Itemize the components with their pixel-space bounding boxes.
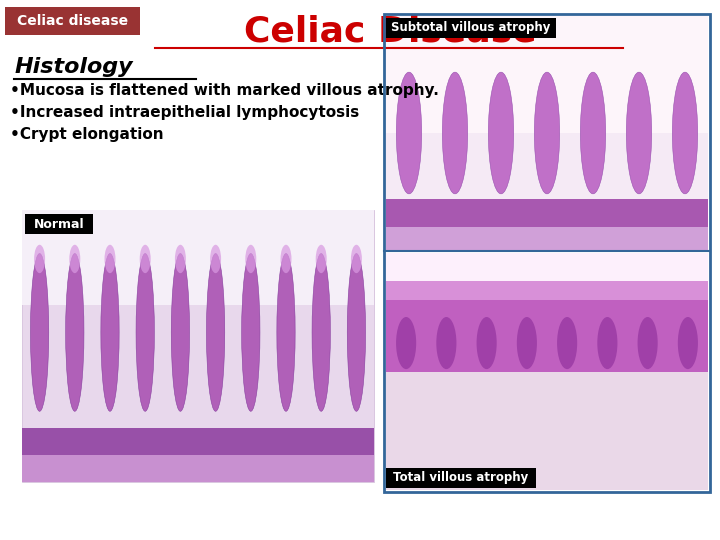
FancyBboxPatch shape	[25, 214, 93, 234]
FancyBboxPatch shape	[386, 199, 708, 250]
Ellipse shape	[30, 253, 49, 411]
Ellipse shape	[534, 72, 559, 194]
Ellipse shape	[140, 245, 150, 273]
Text: •Increased intraepithelial lymphocytosis: •Increased intraepithelial lymphocytosis	[10, 105, 359, 119]
Ellipse shape	[396, 72, 422, 194]
FancyBboxPatch shape	[386, 468, 536, 488]
Text: Subtotal villous atrophy: Subtotal villous atrophy	[391, 22, 551, 35]
Ellipse shape	[171, 253, 189, 411]
Ellipse shape	[517, 317, 537, 369]
Ellipse shape	[69, 245, 81, 273]
Ellipse shape	[626, 72, 652, 194]
Ellipse shape	[242, 253, 260, 411]
Ellipse shape	[34, 245, 45, 273]
FancyBboxPatch shape	[386, 16, 708, 133]
Text: Normal: Normal	[34, 218, 84, 231]
Ellipse shape	[312, 253, 330, 411]
FancyBboxPatch shape	[22, 428, 374, 482]
FancyBboxPatch shape	[386, 18, 556, 38]
Ellipse shape	[557, 317, 577, 369]
Ellipse shape	[580, 72, 606, 194]
FancyBboxPatch shape	[386, 16, 708, 250]
Text: Celiac Disease: Celiac Disease	[243, 15, 536, 49]
FancyBboxPatch shape	[5, 7, 140, 35]
Ellipse shape	[277, 253, 295, 411]
Ellipse shape	[351, 245, 362, 273]
Ellipse shape	[315, 245, 327, 273]
FancyBboxPatch shape	[386, 227, 708, 250]
Ellipse shape	[436, 317, 456, 369]
FancyBboxPatch shape	[386, 360, 708, 490]
Text: •Mucosa is flattened with marked villous atrophy.: •Mucosa is flattened with marked villous…	[10, 83, 439, 98]
FancyBboxPatch shape	[386, 276, 708, 300]
Ellipse shape	[281, 245, 292, 273]
Ellipse shape	[488, 72, 513, 194]
Text: •Crypt elongation: •Crypt elongation	[10, 126, 163, 141]
Ellipse shape	[672, 72, 698, 194]
Ellipse shape	[101, 253, 119, 411]
Text: Celiac disease: Celiac disease	[17, 14, 128, 28]
FancyBboxPatch shape	[386, 253, 708, 281]
FancyBboxPatch shape	[386, 253, 708, 490]
Ellipse shape	[175, 245, 186, 273]
Ellipse shape	[347, 253, 366, 411]
Text: Total villous atrophy: Total villous atrophy	[393, 471, 528, 484]
FancyBboxPatch shape	[22, 210, 374, 482]
FancyBboxPatch shape	[22, 210, 374, 305]
Ellipse shape	[477, 317, 497, 369]
Ellipse shape	[598, 317, 618, 369]
Ellipse shape	[678, 317, 698, 369]
Ellipse shape	[104, 245, 115, 273]
Text: Histology: Histology	[15, 57, 134, 77]
Ellipse shape	[207, 253, 225, 411]
FancyBboxPatch shape	[386, 296, 708, 372]
Ellipse shape	[638, 317, 657, 369]
Ellipse shape	[136, 253, 154, 411]
Ellipse shape	[210, 245, 221, 273]
Ellipse shape	[442, 72, 468, 194]
Ellipse shape	[246, 245, 256, 273]
Ellipse shape	[396, 317, 416, 369]
Ellipse shape	[66, 253, 84, 411]
FancyBboxPatch shape	[22, 455, 374, 482]
